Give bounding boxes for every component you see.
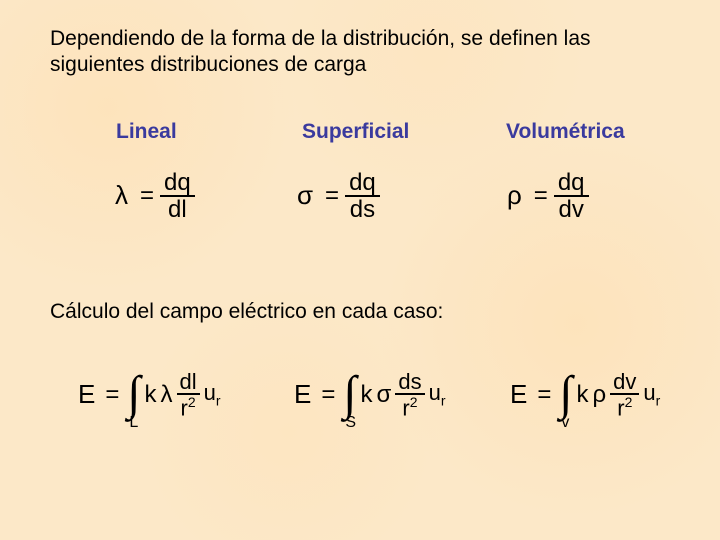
header-volumetrica: Volumétrica — [506, 120, 625, 144]
integral-symbol: ∫L — [127, 375, 140, 413]
unit-vector-ur: ur — [429, 380, 446, 408]
numerator: dq — [554, 170, 589, 195]
density-lineal: λ = dq dl — [115, 170, 195, 222]
numerator: ds — [395, 370, 424, 393]
sub-r: r — [216, 393, 221, 409]
integral-lineal: E = ∫L k λ dl r2 ur — [78, 370, 221, 419]
intro-text: Dependiendo de la forma de la distribuci… — [50, 26, 630, 79]
fraction-volumetrica: dq dv — [554, 170, 589, 222]
r: r — [402, 395, 409, 420]
sup-2: 2 — [625, 394, 633, 410]
unit-vector-ur: ur — [643, 380, 660, 408]
fraction-dv-r2: dv r2 — [610, 370, 639, 419]
denominator: dl — [164, 197, 191, 222]
denominator: dv — [554, 197, 587, 222]
calc-title: Cálculo del campo eléctrico en cada caso… — [50, 300, 443, 324]
denominator: r2 — [399, 395, 420, 419]
rho-weight: ρ — [593, 381, 607, 409]
header-superficial: Superficial — [302, 120, 409, 144]
integral-domain: v — [561, 417, 569, 430]
integral-domain: L — [129, 417, 138, 430]
equals-sign: = — [140, 182, 154, 210]
k-constant: k — [577, 381, 589, 409]
rho-symbol: ρ — [507, 180, 522, 211]
lambda-symbol: λ — [115, 180, 128, 211]
k-constant: k — [361, 381, 373, 409]
denominator: r2 — [178, 395, 199, 419]
integral-symbol: ∫v — [559, 375, 572, 413]
sub-r: r — [441, 393, 446, 409]
lambda-weight: λ — [161, 381, 173, 409]
integral-superficial: E = ∫S k σ ds r2 ur — [294, 370, 446, 419]
sup-2: 2 — [188, 394, 196, 410]
equals-sign: = — [534, 182, 548, 210]
r: r — [617, 395, 624, 420]
fraction-lineal: dq dl — [160, 170, 195, 222]
sigma-weight: σ — [377, 381, 392, 409]
fraction-dl-r2: dl r2 — [177, 370, 200, 419]
fraction-ds-r2: ds r2 — [395, 370, 424, 419]
numerator: dq — [345, 170, 380, 195]
vector-E: E — [510, 379, 527, 410]
equals-sign: = — [321, 381, 335, 409]
sup-2: 2 — [410, 394, 418, 410]
equals-sign: = — [537, 381, 551, 409]
u: u — [429, 380, 441, 405]
vector-E: E — [78, 379, 95, 410]
equals-sign: = — [105, 381, 119, 409]
unit-vector-ur: ur — [204, 380, 221, 408]
integral-symbol: ∫S — [343, 375, 356, 413]
numerator: dq — [160, 170, 195, 195]
equals-sign: = — [325, 182, 339, 210]
density-superficial: σ = dq ds — [297, 170, 380, 222]
numerator: dv — [610, 370, 639, 393]
vector-E: E — [294, 379, 311, 410]
u: u — [643, 380, 655, 405]
numerator: dl — [177, 370, 200, 393]
integral-domain: S — [345, 417, 356, 430]
sigma-symbol: σ — [297, 180, 313, 211]
integral-volumetrica: E = ∫v k ρ dv r2 ur — [510, 370, 660, 419]
sub-r: r — [656, 393, 661, 409]
density-volumetrica: ρ = dq dv — [507, 170, 589, 222]
u: u — [204, 380, 216, 405]
denominator: ds — [346, 197, 379, 222]
header-lineal: Lineal — [116, 120, 177, 144]
k-constant: k — [145, 381, 157, 409]
denominator: r2 — [614, 395, 635, 419]
r: r — [181, 395, 188, 420]
fraction-superficial: dq ds — [345, 170, 380, 222]
